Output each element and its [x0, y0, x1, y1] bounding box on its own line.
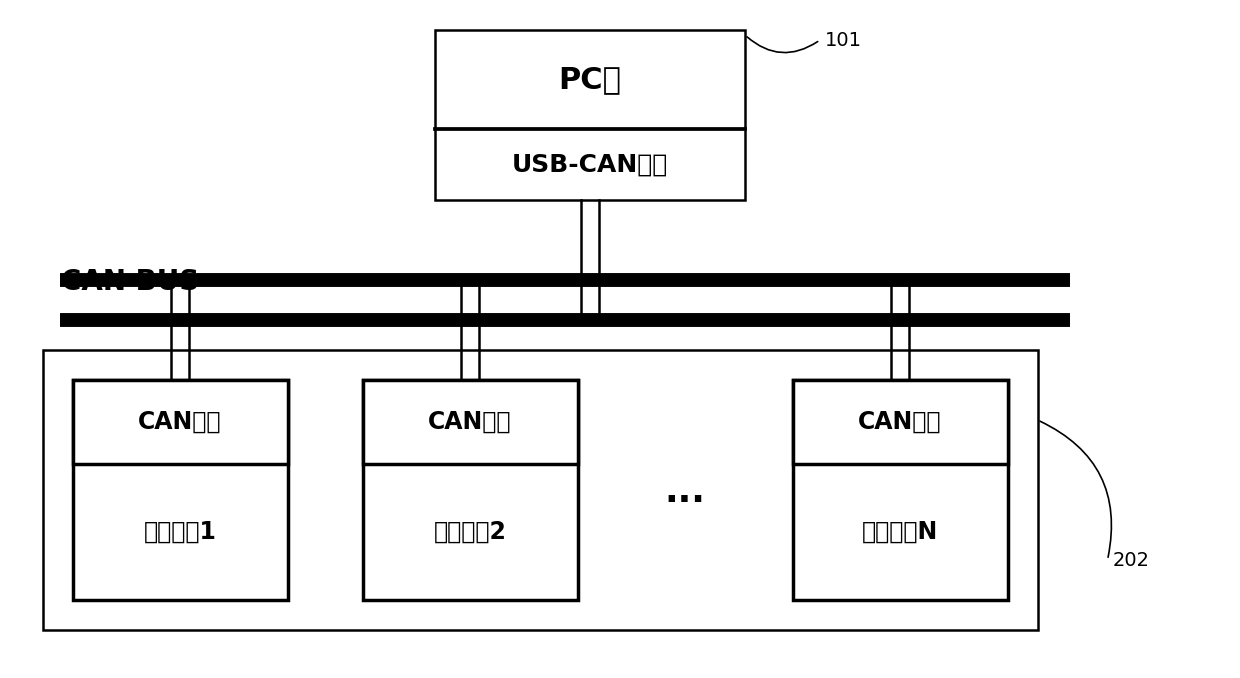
Circle shape [577, 315, 587, 325]
Text: 控制节点1: 控制节点1 [144, 520, 217, 544]
Text: CAN接口: CAN接口 [428, 410, 512, 434]
Circle shape [904, 315, 914, 325]
Bar [72, 380, 288, 464]
Bar [435, 30, 745, 200]
Circle shape [887, 275, 897, 285]
Circle shape [166, 275, 176, 285]
Bar [362, 380, 578, 464]
Text: 202: 202 [1112, 551, 1149, 570]
Circle shape [594, 315, 604, 325]
Text: CAN接口: CAN接口 [138, 410, 222, 434]
Circle shape [166, 315, 176, 325]
Text: 101: 101 [825, 31, 862, 49]
Text: 控制节点2: 控制节点2 [434, 520, 506, 544]
Circle shape [904, 275, 914, 285]
Circle shape [577, 275, 587, 285]
Bar [72, 380, 288, 600]
Circle shape [474, 315, 484, 325]
Circle shape [456, 275, 466, 285]
Circle shape [887, 315, 897, 325]
Bar [792, 380, 1007, 464]
Bar [362, 380, 578, 600]
Circle shape [184, 275, 193, 285]
Bar [42, 350, 1038, 630]
Circle shape [474, 275, 484, 285]
Circle shape [594, 275, 604, 285]
Text: CAN接口: CAN接口 [858, 410, 941, 434]
Text: PC机: PC机 [558, 65, 621, 94]
Bar [792, 380, 1007, 600]
Text: 控制节点N: 控制节点N [862, 520, 939, 544]
Text: USB-CAN接口: USB-CAN接口 [512, 153, 668, 176]
Text: ···: ··· [665, 484, 706, 518]
Text: CAN BUS: CAN BUS [61, 268, 200, 296]
Circle shape [184, 315, 193, 325]
Circle shape [456, 315, 466, 325]
